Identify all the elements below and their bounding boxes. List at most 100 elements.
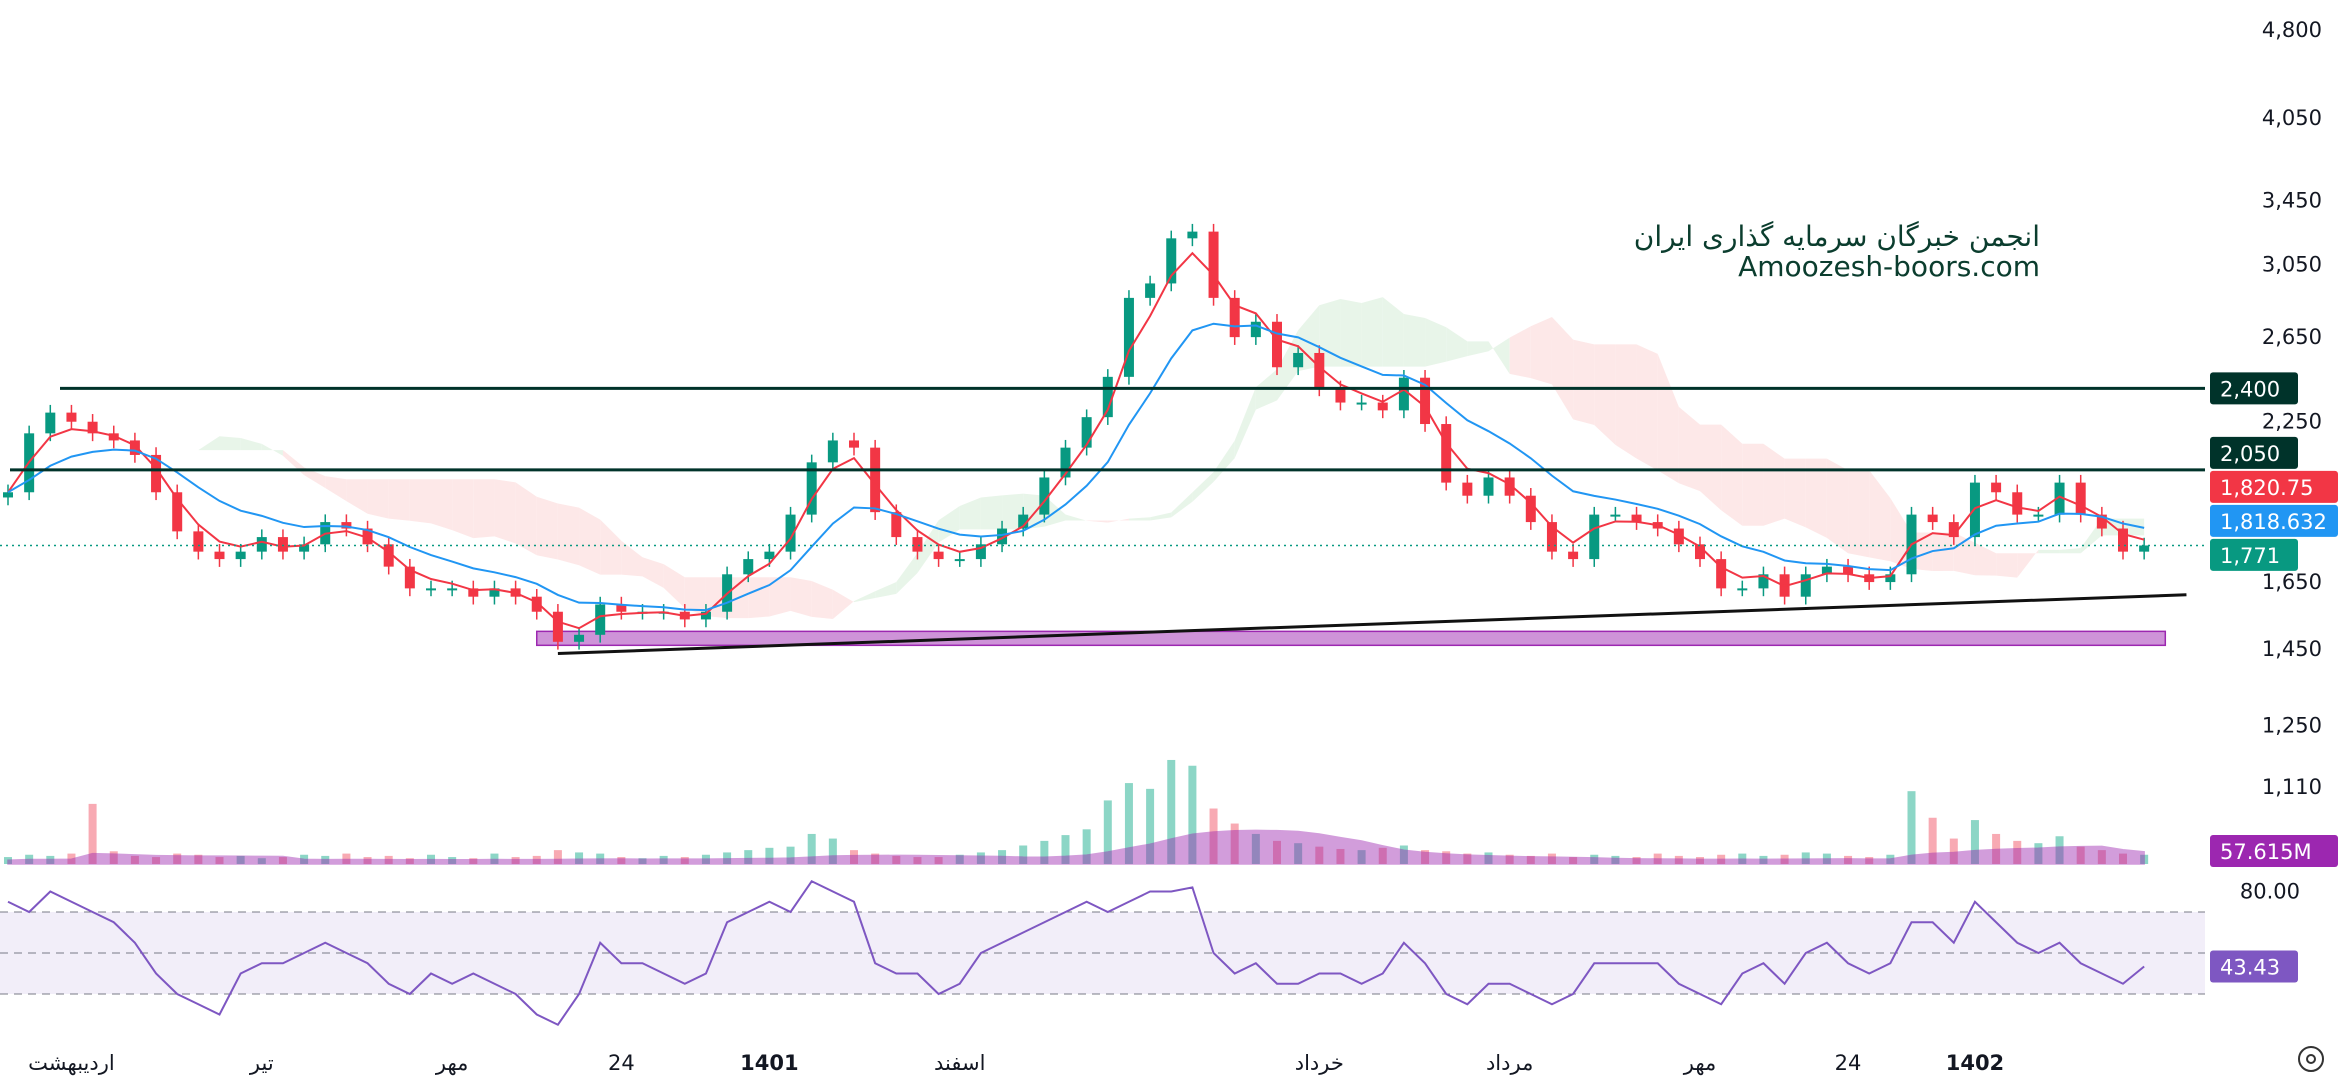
- cloud-segment: [1065, 514, 1087, 521]
- volume-bar: [1844, 855, 1853, 864]
- cloud-segment: [2080, 518, 2102, 554]
- volume-ma-label-bg: [2210, 835, 2338, 867]
- candle-body: [1821, 566, 1832, 575]
- cloud-segment: [600, 519, 622, 575]
- candle-body: [1018, 514, 1029, 529]
- cloud-segment: [198, 436, 220, 451]
- candle-body: [193, 531, 204, 552]
- volume-series: [4, 759, 2149, 864]
- volume-bar: [1886, 854, 1895, 864]
- cloud-segment: [748, 577, 770, 619]
- volume-bar: [1780, 854, 1789, 864]
- settings-icon[interactable]: [2298, 1046, 2324, 1072]
- price-tick-label: 2,650: [2262, 325, 2322, 349]
- price-tick-label: 3,450: [2262, 189, 2322, 213]
- cloud-segment: [261, 443, 283, 456]
- cloud-segment: [1403, 313, 1426, 367]
- cloud-segment: [663, 564, 685, 608]
- volume-bar: [236, 855, 245, 864]
- cloud-segment: [219, 436, 241, 451]
- cloud-segment: [684, 577, 706, 617]
- cloud-segment: [1107, 518, 1129, 523]
- candle-body: [1525, 495, 1536, 523]
- cloud-segment: [1467, 341, 1489, 357]
- cloud-segment: [579, 507, 601, 575]
- candle-body: [362, 528, 373, 545]
- cloud-segment: [1848, 470, 1870, 558]
- candle-body: [426, 588, 436, 591]
- volume-bar: [511, 857, 520, 864]
- time-axis-label: 24: [1835, 1051, 1862, 1075]
- cloud-segment: [1425, 317, 1447, 367]
- volume-bar: [152, 857, 161, 864]
- volume-bar: [638, 858, 647, 864]
- volume-bar: [1357, 850, 1366, 864]
- candle-body: [45, 412, 56, 434]
- time-axis-label: 1402: [1946, 1051, 2004, 1075]
- volume-bar: [1315, 846, 1324, 864]
- candle-body: [1991, 482, 2002, 493]
- cloud-segment: [1213, 440, 1235, 482]
- cloud-segment: [938, 506, 960, 543]
- volume-bar: [1759, 855, 1768, 864]
- price-axis: 4,800 4,050 3,450 3,050 2,650 2,250 1,650 1,450…: [28, 18, 2338, 1075]
- volume-bar: [25, 854, 34, 864]
- candle-body: [299, 544, 310, 552]
- candle-body: [975, 544, 986, 560]
- cloud-segment: [1171, 492, 1193, 518]
- candle-body: [1800, 574, 1811, 597]
- volume-bar: [427, 854, 435, 864]
- cloud-segment: [896, 553, 918, 594]
- volume-bar: [1061, 835, 1070, 864]
- candle-body: [2118, 528, 2128, 552]
- volume-bar: [2034, 843, 2043, 864]
- volume-bar: [786, 846, 795, 864]
- cloud-segment: [1551, 317, 1574, 420]
- volume-bar: [469, 858, 478, 864]
- volume-bar: [2119, 853, 2127, 864]
- watermark-line1: انجمن خبرگان سرمایه گذاری ایران: [1633, 220, 2040, 253]
- time-axis-label: مهر: [1683, 1051, 1717, 1075]
- volume-bar: [1103, 800, 1112, 864]
- volume-bar: [257, 858, 266, 864]
- volume-bar: [1188, 765, 1197, 864]
- candle-body: [1060, 447, 1071, 478]
- candle-body: [1335, 388, 1346, 403]
- volume-bar: [1696, 857, 1704, 864]
- volume-bar: [1484, 852, 1493, 864]
- cloud-segment: [515, 482, 537, 556]
- candle-body: [404, 566, 415, 589]
- volume-bar: [1569, 857, 1578, 864]
- volume-bar: [1124, 783, 1133, 864]
- time-axis-label: خرداد: [1295, 1051, 1344, 1075]
- candle-body: [489, 588, 500, 597]
- volume-bar: [680, 857, 689, 864]
- volume-bar: [1547, 853, 1556, 864]
- volume-bar: [617, 857, 626, 864]
- price-tick-label: 1,650: [2262, 570, 2322, 594]
- volume-bar: [1865, 857, 1874, 864]
- cloud-segment: [875, 581, 897, 598]
- time-axis-label: اردیبهشت: [28, 1051, 115, 1075]
- ma-slow-line: [7, 322, 2145, 612]
- candle-body: [2012, 492, 2023, 515]
- volume-bar: [300, 854, 309, 864]
- cloud-segment: [431, 479, 453, 531]
- volume-bar: [1230, 823, 1239, 864]
- volume-bar: [321, 855, 330, 864]
- volume-bar: [1822, 853, 1831, 864]
- candle-body: [1589, 514, 1600, 560]
- candle-body: [235, 551, 246, 560]
- cloud-segment: [282, 450, 305, 476]
- volume-bar: [871, 853, 880, 864]
- cloud-segment: [1298, 305, 1320, 372]
- ichimoku-cloud: [134, 297, 2145, 619]
- rsi-tick-label: 80.00: [2240, 880, 2300, 904]
- volume-bar: [109, 851, 118, 864]
- cloud-segment: [1805, 458, 1827, 538]
- rsi-value-label: 43.43: [2220, 955, 2280, 979]
- cloud-segment: [642, 557, 664, 588]
- candle-body: [595, 604, 606, 635]
- cloud-segment: [1382, 297, 1404, 367]
